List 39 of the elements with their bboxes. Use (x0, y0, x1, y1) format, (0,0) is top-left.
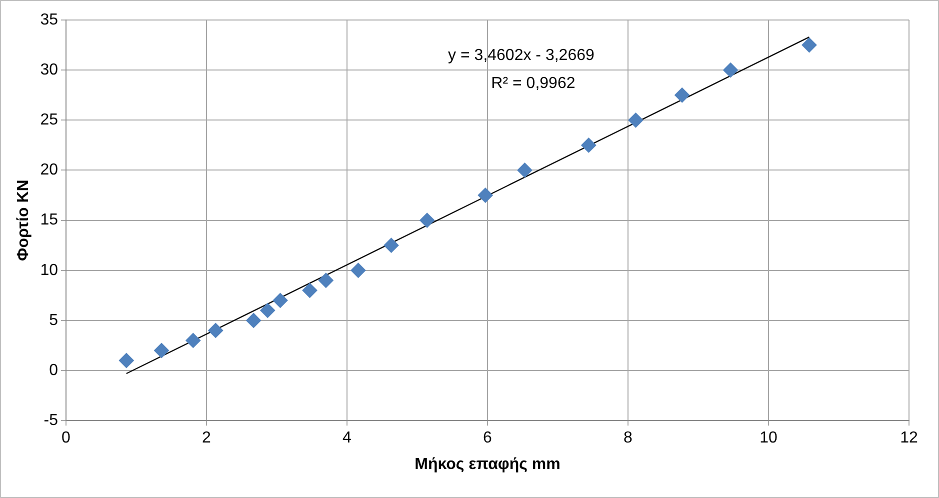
y-tick-label: 35 (40, 11, 58, 28)
point (628, 112, 644, 128)
point (723, 62, 738, 78)
x-tick-label: 2 (202, 430, 212, 447)
point (517, 162, 532, 178)
y-tick-label: 0 (49, 362, 58, 379)
y-tick-label: 10 (40, 262, 58, 279)
y-tick-label: 15 (40, 212, 58, 229)
point (581, 138, 596, 153)
y-tick-label: -5 (44, 412, 58, 430)
x-tick-label: 6 (483, 430, 492, 447)
x-tick-label: 12 (900, 430, 918, 447)
point (478, 188, 493, 203)
y-tick-label: 20 (40, 162, 58, 179)
point (802, 38, 817, 53)
point (186, 332, 201, 348)
y-tick-label: 25 (40, 112, 58, 129)
y-tick-label: 30 (40, 61, 58, 78)
y-axis-title: Φορτίο KN (15, 180, 32, 261)
annotation: R² = 0,9962 (491, 75, 576, 92)
point (420, 212, 435, 228)
point (260, 302, 276, 318)
y-tick-label: 5 (49, 312, 58, 329)
x-axis-title: Μήκος επαφής mm (414, 456, 560, 473)
point (384, 238, 399, 253)
point (272, 292, 288, 308)
point (350, 262, 366, 278)
point (208, 322, 224, 338)
annotation: y = 3,4602x - 3,2669 (448, 47, 594, 64)
point (118, 353, 134, 368)
x-tick-label: 0 (62, 430, 71, 447)
x-tick-label: 8 (624, 430, 633, 447)
point (674, 88, 690, 103)
point (302, 282, 318, 298)
point (318, 272, 334, 288)
point (246, 312, 262, 328)
x-tick-label: 4 (342, 430, 352, 447)
x-tick-label: 10 (760, 430, 778, 447)
point (154, 342, 170, 358)
